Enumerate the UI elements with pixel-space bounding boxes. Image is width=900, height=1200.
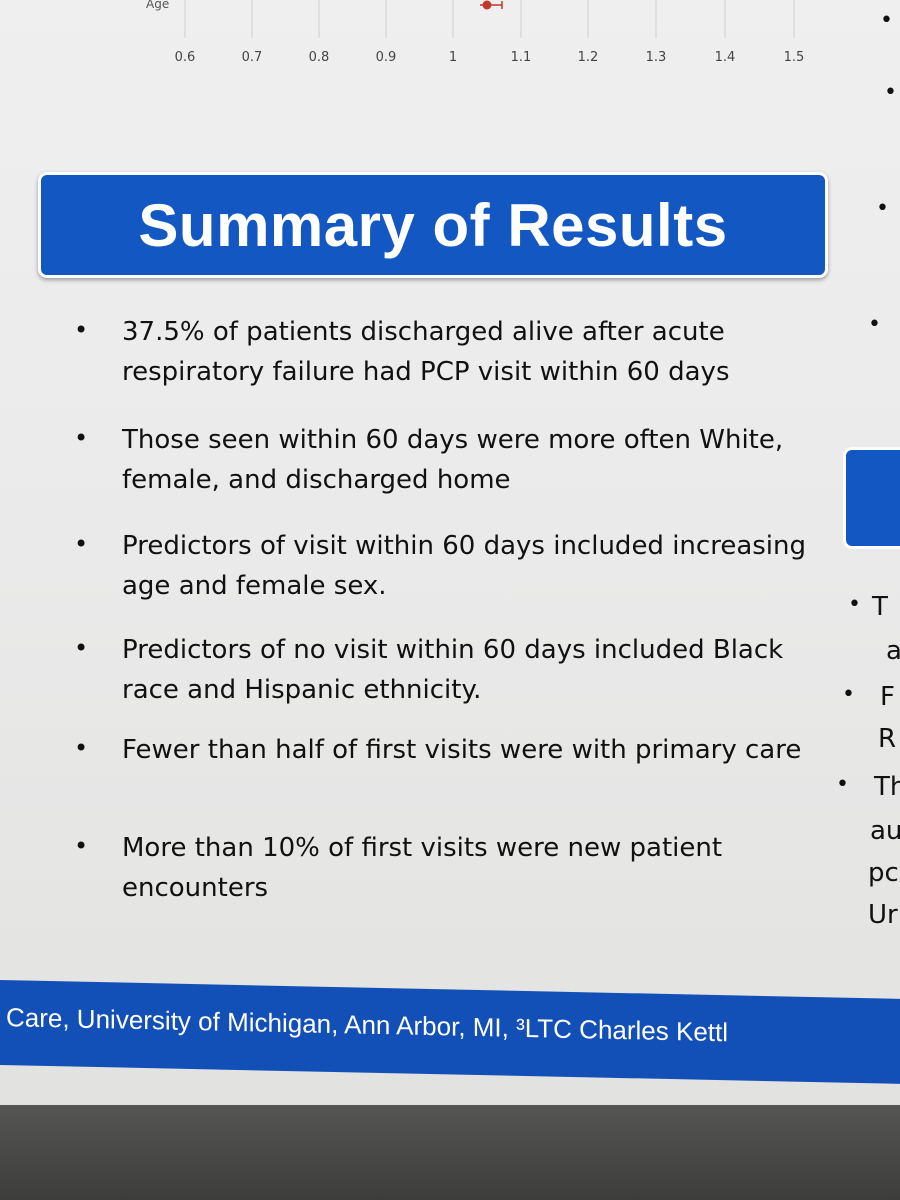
cropped-text: Ur	[868, 900, 898, 930]
adjacent-section-banner	[843, 447, 900, 549]
forest-plot-gridlines	[184, 0, 795, 38]
cropped-text: Th	[874, 772, 900, 802]
cropped-text: pc	[868, 858, 899, 888]
tick-label: 1.1	[510, 50, 532, 65]
bullet-icon: •	[74, 634, 89, 662]
age-point-estimate	[482, 0, 492, 10]
floor-background	[0, 1105, 900, 1200]
summary-banner: Summary of Results	[38, 172, 828, 278]
bullet-icon: •	[880, 8, 893, 33]
bullet-icon: •	[74, 424, 89, 452]
tick-label: 1.5	[783, 50, 805, 65]
forest-plot-fragment: Age 0.6 0.7 0.8 0.9 1 1.1 1.2 1.3 1.4 1.…	[130, 0, 830, 75]
bullet-text: Fewer than half of first visits were wit…	[122, 735, 802, 765]
bullet-icon: •	[848, 592, 861, 617]
cropped-text: au	[870, 816, 900, 846]
bullet-icon: •	[74, 530, 89, 558]
bullet-icon: •	[876, 196, 889, 221]
bullet-text: More than 10% of first visits were new p…	[122, 833, 723, 903]
cropped-text: F	[880, 682, 895, 712]
cropped-text: a	[886, 636, 900, 666]
bullet-icon: •	[884, 80, 897, 105]
cropped-text: T	[872, 592, 888, 622]
tick-label: 1.4	[714, 50, 736, 65]
bullet-text: Those seen within 60 days were more ofte…	[122, 425, 784, 495]
tick-label: 0.7	[241, 50, 263, 65]
bullet-icon: •	[74, 316, 89, 344]
tick-label: 1	[448, 50, 458, 65]
tick-label: 1.3	[645, 50, 667, 65]
bullet-text: Predictors of visit within 60 days inclu…	[122, 531, 806, 601]
tick-label: 0.9	[375, 50, 397, 65]
bullet-icon: •	[74, 832, 89, 860]
tick-label: 0.8	[308, 50, 330, 65]
bullet-icon: •	[74, 734, 89, 762]
bullet-text: 37.5% of patients discharged alive after…	[122, 317, 730, 387]
section-title: Summary of Results	[138, 191, 728, 259]
age-row-label: Age	[146, 0, 170, 11]
bullet-icon: •	[868, 312, 881, 337]
bullet-icon: •	[842, 682, 855, 707]
affiliation-text: Care, University of Michigan, Ann Arbor,…	[6, 1002, 729, 1048]
adjacent-column-fragment: • • • • • T a • F R • Th au pc Ur	[836, 0, 900, 1000]
tick-label: 0.6	[174, 50, 196, 65]
cropped-text: R	[878, 724, 897, 754]
bullet-icon: •	[836, 772, 849, 797]
tick-label: 1.2	[577, 50, 599, 65]
bullet-text: Predictors of no visit within 60 days in…	[122, 635, 784, 705]
